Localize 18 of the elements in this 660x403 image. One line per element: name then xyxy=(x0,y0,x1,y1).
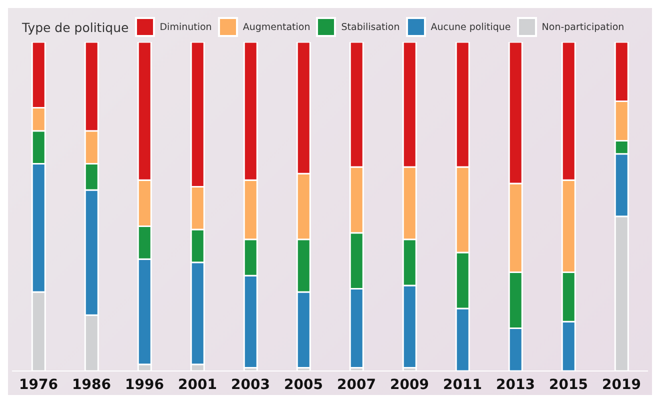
legend-title: Type de politique xyxy=(22,20,129,34)
x-tick-label: 2003 xyxy=(231,376,270,393)
x-tick-label: 2019 xyxy=(602,376,641,393)
x-tick-label: 2007 xyxy=(337,376,376,393)
x-tick-label: 2015 xyxy=(549,376,588,393)
x-tick-label: 2005 xyxy=(284,376,323,393)
x-tick-label: 1986 xyxy=(72,376,111,393)
legend-label: Non-participation xyxy=(542,22,624,32)
x-tick-label: 1976 xyxy=(19,376,58,393)
x-tick-label: 2009 xyxy=(390,376,429,393)
legend-label: Augmentation xyxy=(242,22,310,32)
x-tick-label: 2011 xyxy=(443,376,482,393)
legend-label: Diminution xyxy=(160,22,212,32)
legend-label: Stabilisation xyxy=(341,22,400,32)
legend-label: Aucune politique xyxy=(430,22,511,32)
x-tick-label: 2001 xyxy=(178,376,217,393)
x-tick-label: 2013 xyxy=(496,376,535,393)
x-tick-label: 1996 xyxy=(125,376,164,393)
